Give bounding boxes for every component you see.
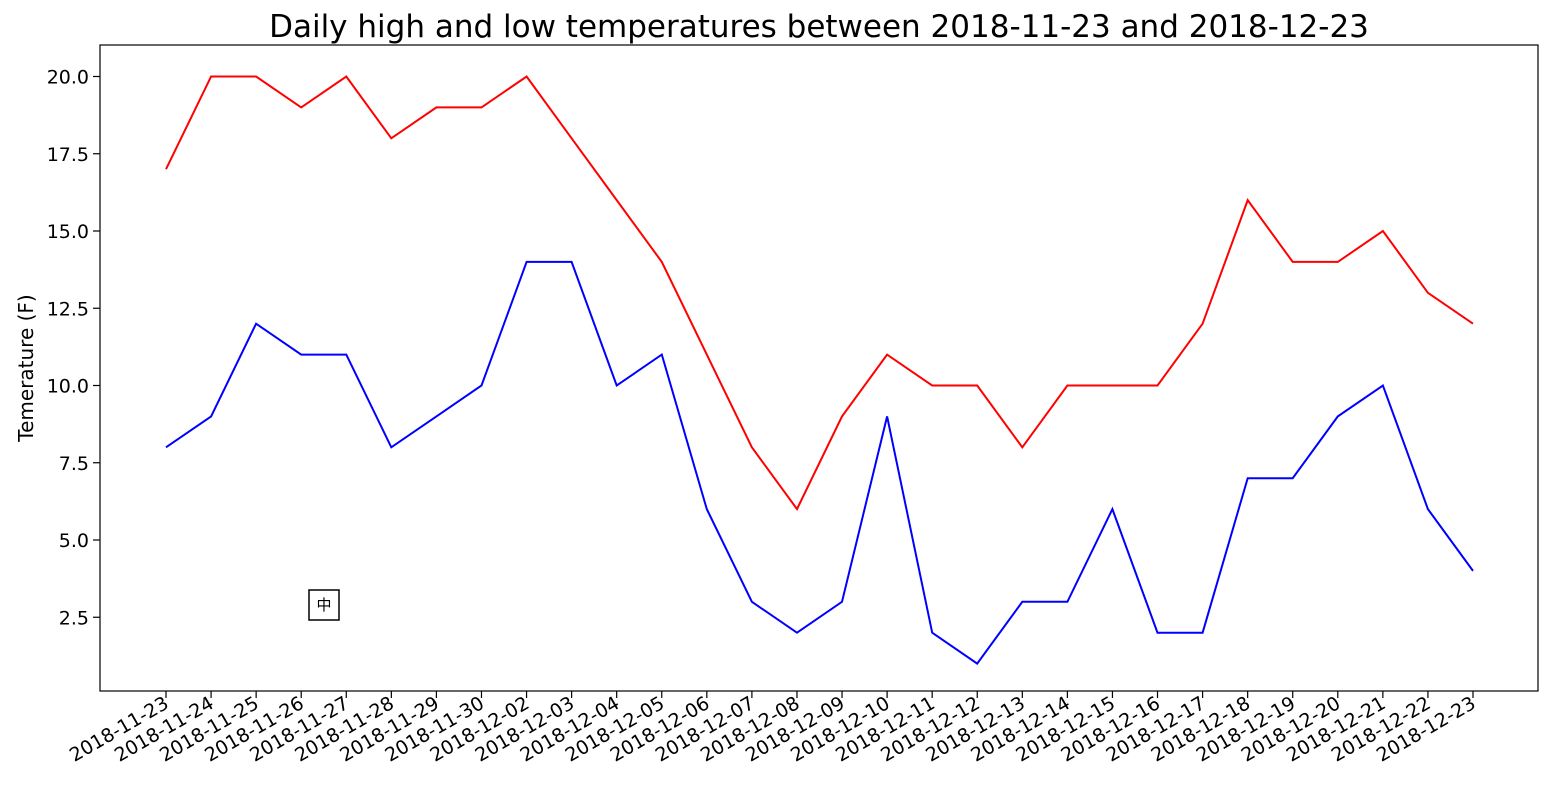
legend: 中 <box>308 589 340 621</box>
y-tick-label: 20.0 <box>47 67 89 89</box>
y-axis: 2.5 5.0 7.5 10.0 12.5 15.0 17.5 20.0 <box>47 67 100 629</box>
legend-symbol: 中 <box>316 596 331 614</box>
series-layer <box>165 75 1474 665</box>
y-tick-label: 12.5 <box>47 298 89 320</box>
high-temperature-line <box>165 75 1474 512</box>
y-tick-label: 10.0 <box>47 376 89 398</box>
legend-box <box>308 589 340 621</box>
x-axis: 2018-11-232018-11-242018-11-252018-11-26… <box>66 691 1480 767</box>
y-tick-label: 7.5 <box>59 453 89 475</box>
low-temperature-line <box>165 260 1474 665</box>
y-tick-label: 17.5 <box>47 144 89 166</box>
y-tick-label: 2.5 <box>59 607 89 629</box>
chart-title: Daily high and low temperatures between … <box>269 9 1369 45</box>
y-tick-label: 5.0 <box>59 530 89 552</box>
y-axis-label: Temerature (F) <box>14 294 38 442</box>
y-tick-label: 15.0 <box>47 221 89 243</box>
plot-area-frame <box>99 44 1539 692</box>
